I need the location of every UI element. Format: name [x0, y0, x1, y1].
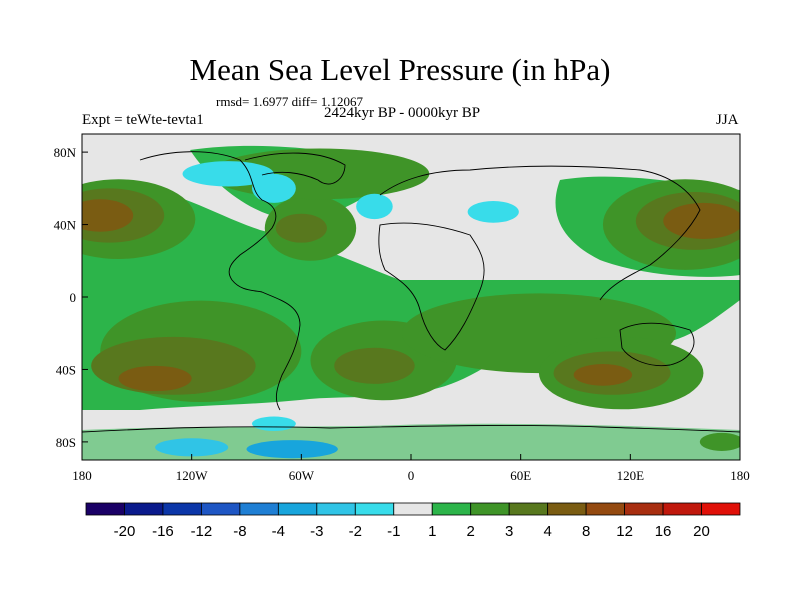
colorbar-swatch — [701, 502, 741, 516]
experiment-label: Expt = teWte-tevta1 — [82, 112, 204, 128]
colorbar: -20 -16 -12 -8 -4 -3 -2 -1 1 2 3 4 8 12 16 20 — [85, 502, 741, 540]
y-tick-label: 0 — [70, 290, 77, 305]
stats-label: rmsd= 1.6977 diff= 1.12067 — [216, 94, 363, 109]
chart-title: Mean Sea Level Pressure (in hPa) — [189, 52, 611, 87]
x-tick-label: 120W — [176, 468, 209, 483]
anomaly-region-22 — [251, 416, 296, 432]
colorbar-swatch — [393, 502, 433, 516]
x-tick-label: 120E — [617, 468, 645, 483]
coast-greenland — [244, 152, 346, 185]
colorbar-label: -3 — [310, 523, 323, 540]
colorbar-label: 8 — [582, 523, 590, 540]
colorbar-label: -8 — [233, 523, 246, 540]
coast-australia — [619, 322, 695, 367]
colorbar-swatch — [124, 502, 164, 516]
colorbar-swatch — [239, 502, 279, 516]
x-tick-label: 180 — [730, 468, 750, 483]
colorbar-label: -2 — [349, 523, 362, 540]
anomaly-region-19 — [251, 173, 296, 203]
colorbar-label: 2 — [467, 523, 475, 540]
colorbar-swatch — [316, 502, 356, 516]
x-tick-label: 60W — [289, 468, 315, 483]
colorbar-swatch — [162, 502, 202, 516]
colorbar-label: -12 — [191, 523, 213, 540]
anomaly-region-24 — [246, 440, 338, 459]
colorbar-swatch — [431, 502, 472, 516]
coast-north-america — [139, 151, 277, 293]
x-tick-label: 180 — [72, 468, 92, 483]
colorbar-label: 1 — [428, 523, 436, 540]
anomaly-region-23 — [155, 438, 229, 457]
coastlines — [82, 151, 740, 433]
colorbar-label: 4 — [543, 523, 551, 540]
colorbar-label: 12 — [616, 523, 633, 540]
anomaly-region-21 — [356, 193, 393, 220]
y-axis: 80N 40N 0 40S 80S — [54, 145, 88, 450]
anomaly-region-16 — [573, 364, 633, 386]
y-tick-label: 80S — [56, 435, 76, 450]
anomaly-region-20 — [467, 201, 519, 223]
colorbar-label: -16 — [152, 523, 174, 540]
colorbar-swatch — [547, 502, 587, 516]
coast-south-america — [261, 291, 301, 411]
colorbar-label: 20 — [693, 523, 710, 540]
colorbar-swatch — [277, 502, 318, 516]
period-label: 2424kyr BP - 0000kyr BP — [324, 105, 481, 121]
colorbar-label: -20 — [114, 523, 136, 540]
anomaly-region-25 — [699, 432, 740, 451]
colorbar-label: 3 — [505, 523, 513, 540]
anomaly-region-5 — [663, 202, 740, 240]
colorbar-label: 16 — [655, 523, 672, 540]
coast-eurasia — [379, 165, 701, 301]
colorbar-swatch — [624, 502, 664, 516]
y-tick-label: 40S — [56, 362, 76, 377]
coast-africa — [378, 222, 485, 351]
colorbar-label: -1 — [387, 523, 400, 540]
colorbar-swatch — [201, 502, 241, 516]
colorbar-swatch — [585, 502, 625, 516]
colorbar-swatch — [85, 502, 125, 516]
colorbar-swatch — [662, 502, 702, 516]
y-tick-label: 40N — [54, 218, 77, 233]
anomaly-regions — [82, 148, 740, 459]
x-tick-label: 0 — [408, 468, 415, 483]
y-tick-label: 80N — [54, 145, 77, 160]
colorbar-label: -4 — [272, 523, 285, 540]
colorbar-swatch — [508, 502, 549, 516]
colorbar-swatch — [354, 502, 395, 516]
anomaly-region-2 — [82, 199, 134, 232]
anomaly-region-10 — [118, 365, 192, 392]
anomaly-region-12 — [334, 347, 415, 384]
colorbar-swatch — [470, 502, 510, 516]
coast-antarctica — [82, 425, 740, 433]
anomaly-region-18 — [182, 161, 274, 187]
season-label: JJA — [716, 112, 739, 128]
anomaly-region-7 — [275, 213, 327, 243]
x-tick-label: 60E — [510, 468, 531, 483]
x-axis: 180 120W 60W 0 60E 120E 180 — [72, 454, 750, 483]
southern-ocean-band — [82, 423, 740, 460]
